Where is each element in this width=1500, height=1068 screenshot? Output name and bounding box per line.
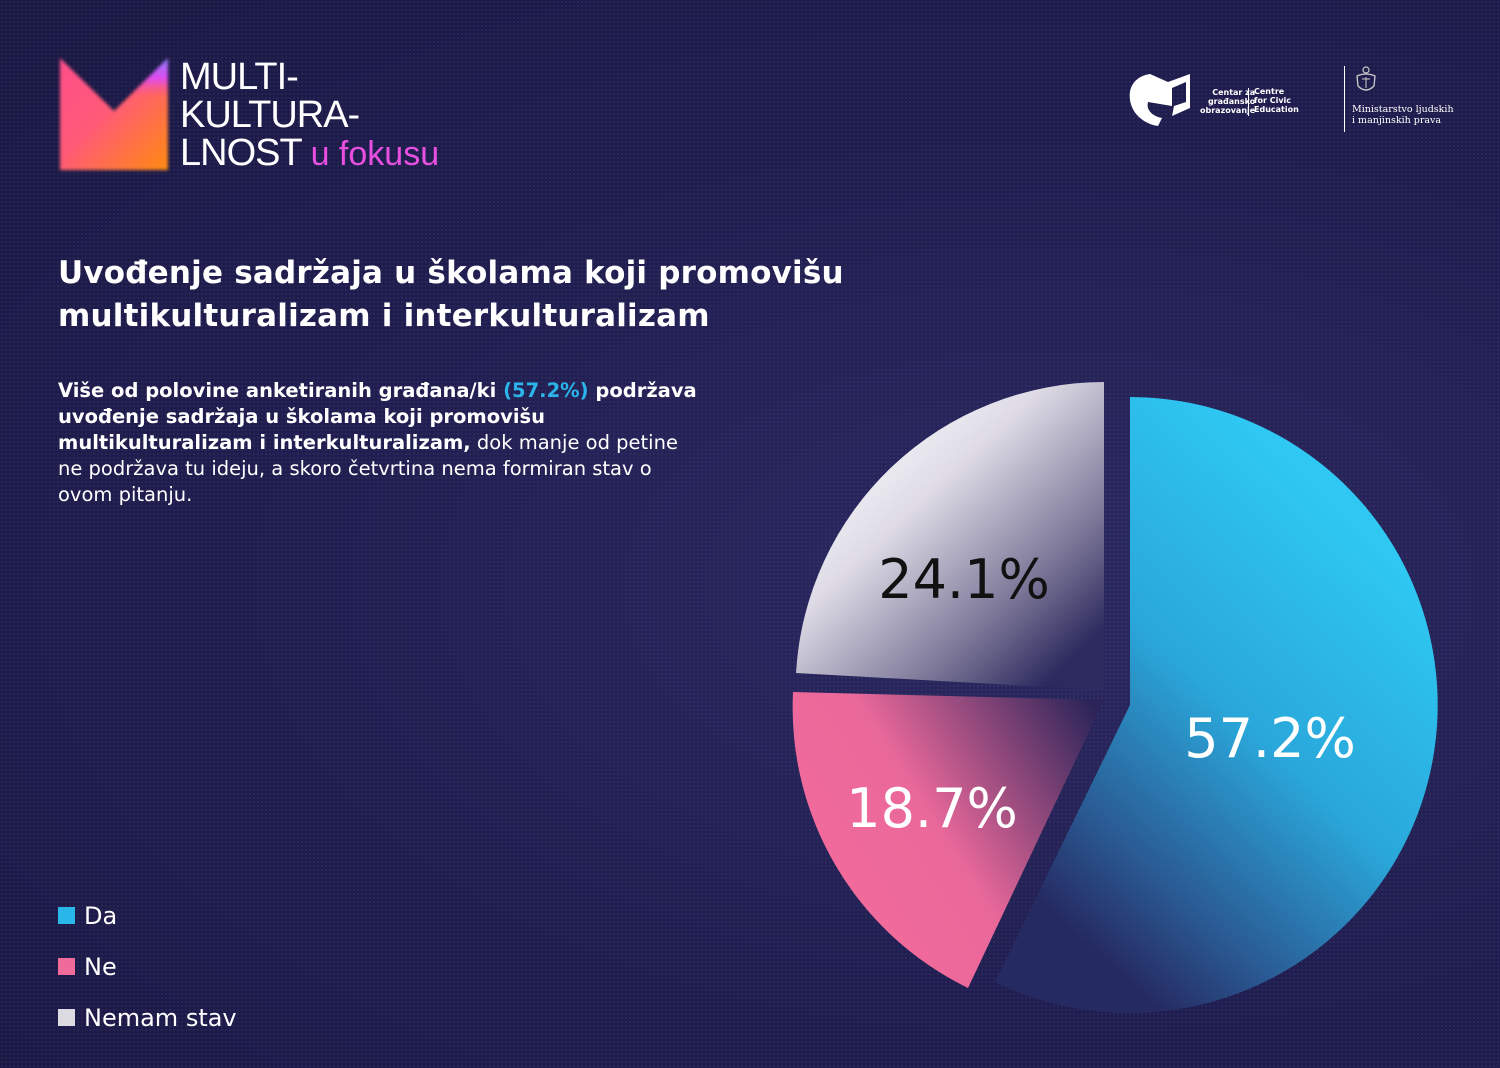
- coat-of-arms-icon: [1356, 66, 1376, 91]
- legend-item-ne: Ne: [58, 941, 237, 992]
- legend-item-da: Da: [58, 890, 237, 941]
- description-highlight: (57.2%): [503, 379, 589, 402]
- title-line-2: multikulturalizam i interkulturalizam: [58, 298, 710, 334]
- cgo-logo-icon: [1129, 74, 1190, 126]
- ministry-line: i manjinskih prava: [1352, 115, 1442, 126]
- logo-wordmark: MULTI- KULTURA- LNOST u fokusu: [180, 58, 439, 173]
- legend-swatch-ne: [58, 958, 75, 975]
- chart-legend: Da Ne Nemam stav: [58, 890, 237, 1043]
- legend-label: Nemam stav: [84, 1003, 237, 1032]
- logo-line-2: KULTURA-: [180, 94, 360, 136]
- slice-label-ne: 18.7%: [846, 777, 1018, 840]
- cgo-english-line: Centre: [1254, 87, 1285, 96]
- slice-label-nemam-stav: 24.1%: [878, 548, 1050, 611]
- pie-slice-da: [995, 397, 1438, 1013]
- cgo-english-line: Education: [1254, 105, 1299, 114]
- description-bold-2: podržava uvođenje sadržaja u školama koj…: [58, 379, 697, 454]
- logo-line-3: LNOST: [180, 132, 302, 174]
- cgo-local-line: Centar za: [1212, 88, 1256, 97]
- logo-suffix: u fokusu: [310, 135, 440, 173]
- description-regular: dok manje od petine ne podržava tu ideju…: [58, 431, 678, 506]
- legend-item-nemam-stav: Nemam stav: [58, 992, 237, 1043]
- cgo-local-line: obrazovanje: [1200, 106, 1256, 115]
- cgo-local-line: građansko: [1207, 97, 1256, 106]
- cgo-english-line: for Civic: [1254, 96, 1292, 105]
- legend-swatch-nemam-stav: [58, 1009, 75, 1026]
- ministry-line: Ministarstvo ljudskih: [1352, 104, 1454, 115]
- title-line-1: Uvođenje sadržaja u školama koji promovi…: [58, 255, 844, 291]
- divider: [1344, 66, 1345, 132]
- logo-line-1: MULTI-: [180, 56, 299, 98]
- legend-swatch-da: [58, 907, 75, 924]
- slice-label-da: 57.2%: [1184, 707, 1356, 770]
- divider: [1248, 88, 1249, 116]
- legend-label: Da: [84, 901, 118, 930]
- description: Više od polovine anketiranih građana/ki …: [58, 378, 698, 508]
- m-logo-icon: [60, 58, 168, 170]
- page-title: Uvođenje sadržaja u školama koji promovi…: [58, 252, 844, 338]
- description-bold-1: Više od polovine anketiranih građana/ki: [58, 379, 504, 402]
- pie-slice-nemam-stav: [796, 382, 1104, 690]
- partner-logos: Centar za građansko obrazovanje Centre f…: [1128, 66, 1458, 136]
- legend-label: Ne: [84, 952, 117, 981]
- pie-slice-ne: [792, 692, 1104, 988]
